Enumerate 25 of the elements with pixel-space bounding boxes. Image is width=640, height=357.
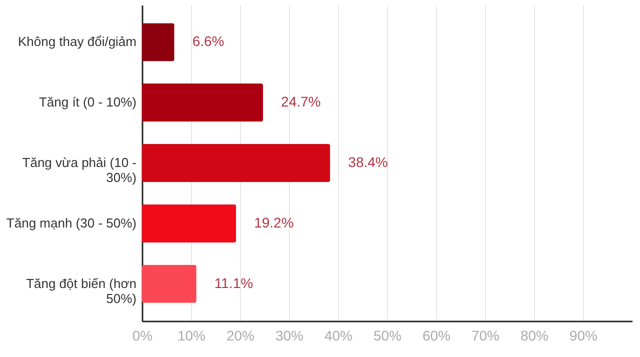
data-label: 6.6% xyxy=(192,33,224,50)
x-tick-label: 0% xyxy=(132,328,153,344)
x-tick-label: 20% xyxy=(226,328,255,344)
y-tick-label: Không thay đổi/giảm xyxy=(18,34,136,50)
y-tick-label: Tăng mạnh (30 - 50%) xyxy=(6,215,136,230)
bar xyxy=(142,23,174,62)
y-tick-label: Tăng vừa phải (10 - 30%) xyxy=(22,155,136,185)
x-tick-label: 30% xyxy=(275,328,304,344)
data-label: 11.1% xyxy=(214,274,254,291)
bar xyxy=(142,84,264,122)
x-tick-label: 70% xyxy=(471,328,500,344)
data-label: 24.7% xyxy=(281,94,321,110)
x-tick-label: 60% xyxy=(422,328,451,344)
x-tick-label: 50% xyxy=(373,328,402,344)
y-tick-label: Tăng đột biến (hơn 50%) xyxy=(26,276,136,306)
data-label: 19.2% xyxy=(254,214,294,230)
x-tick-label: 90% xyxy=(569,328,598,344)
x-tick-label: 80% xyxy=(520,328,549,344)
x-tick-label: 10% xyxy=(177,328,206,344)
x-tick-label: 40% xyxy=(324,328,353,344)
y-tick-label: Tăng ít (0 - 10%) xyxy=(38,94,136,110)
bar xyxy=(142,264,196,303)
data-label: 38.4% xyxy=(348,154,388,170)
bar xyxy=(142,144,330,182)
bar xyxy=(142,204,236,242)
